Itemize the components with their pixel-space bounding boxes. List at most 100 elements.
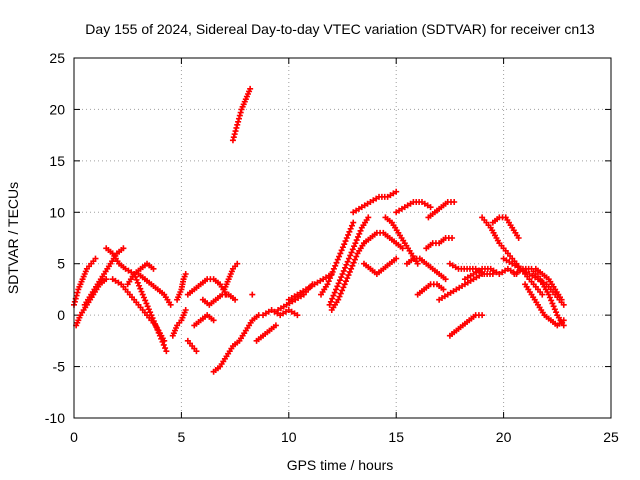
data-point bbox=[539, 291, 546, 298]
x-axis-label: GPS time / hours bbox=[287, 457, 394, 473]
data-point bbox=[335, 296, 342, 303]
data-point bbox=[234, 121, 241, 128]
series-arc-39 bbox=[489, 214, 522, 241]
series-arc-19 bbox=[260, 307, 301, 319]
series-arc-30 bbox=[403, 255, 449, 283]
series-arc-16 bbox=[229, 85, 254, 144]
data-point bbox=[120, 245, 127, 252]
data-point bbox=[336, 293, 343, 300]
data-point bbox=[233, 124, 240, 131]
x-tick-label: 20 bbox=[496, 429, 512, 445]
data-point bbox=[345, 231, 352, 238]
y-tick-label: 5 bbox=[57, 256, 65, 272]
data-point bbox=[347, 225, 354, 232]
series-arc-5 bbox=[109, 276, 168, 344]
data-point bbox=[235, 115, 242, 122]
y-tick-label: -10 bbox=[45, 410, 65, 426]
data-point bbox=[339, 287, 346, 294]
data-point bbox=[329, 295, 336, 302]
series-arc-34 bbox=[436, 271, 486, 303]
series-arc-41 bbox=[511, 265, 567, 329]
data-point bbox=[71, 298, 78, 305]
data-point bbox=[344, 275, 351, 282]
data-point bbox=[182, 271, 189, 277]
data-point bbox=[442, 276, 449, 283]
data-point bbox=[230, 134, 237, 141]
data-point bbox=[449, 235, 456, 241]
data-point bbox=[343, 261, 350, 268]
series-arc-22 bbox=[318, 219, 357, 298]
series-arc-14 bbox=[210, 312, 262, 375]
data-point bbox=[340, 284, 347, 291]
series-arc-12 bbox=[191, 312, 217, 329]
data-point bbox=[365, 214, 372, 221]
data-point bbox=[237, 109, 244, 116]
series-arc-9 bbox=[174, 271, 189, 303]
y-tick-label: 15 bbox=[49, 153, 65, 169]
x-tick-label: 25 bbox=[603, 429, 619, 445]
data-point bbox=[357, 227, 364, 234]
x-tick-label: 15 bbox=[388, 429, 404, 445]
data-point bbox=[336, 253, 343, 260]
x-tick-labels: 0 5 10 15 20 25 bbox=[70, 429, 619, 445]
data-point bbox=[336, 277, 343, 284]
data-point bbox=[343, 235, 350, 241]
data-point bbox=[560, 317, 567, 324]
data-point bbox=[229, 137, 236, 144]
data-point bbox=[272, 322, 279, 329]
data-point bbox=[74, 289, 81, 296]
y-tick-labels: -10 -5 0 5 10 15 20 25 bbox=[45, 50, 65, 426]
data-point bbox=[103, 276, 110, 283]
data-point bbox=[162, 345, 169, 352]
data-point bbox=[440, 286, 447, 293]
chart-title: Day 155 of 2024, Sidereal Day-to-day VTE… bbox=[85, 21, 595, 37]
data-point bbox=[341, 281, 348, 288]
data-point bbox=[353, 237, 360, 244]
data-point bbox=[334, 256, 341, 263]
data-point bbox=[354, 233, 361, 240]
data-point bbox=[393, 255, 400, 262]
series-arc-1 bbox=[71, 255, 99, 308]
series-arc-13 bbox=[199, 291, 239, 308]
data-point bbox=[167, 301, 174, 308]
y-tick-label: 25 bbox=[49, 50, 65, 66]
data-point bbox=[349, 262, 356, 269]
series-arc-26 bbox=[360, 229, 406, 252]
data-point bbox=[352, 240, 359, 247]
data-point bbox=[341, 241, 348, 248]
series-arc-27 bbox=[360, 255, 400, 277]
data-point bbox=[479, 312, 486, 319]
data-point bbox=[348, 222, 355, 229]
data-point bbox=[327, 275, 334, 282]
data-point bbox=[247, 85, 254, 92]
data-point bbox=[342, 238, 349, 245]
grid bbox=[74, 58, 611, 418]
y-tick-label: 10 bbox=[49, 204, 65, 220]
data-point bbox=[163, 348, 170, 355]
data-point bbox=[182, 307, 189, 313]
series-arc-29 bbox=[393, 199, 434, 216]
data-point bbox=[338, 274, 345, 281]
data-point bbox=[345, 272, 352, 279]
data-point bbox=[337, 250, 344, 257]
series-arc-43 bbox=[532, 265, 565, 303]
data-point bbox=[234, 260, 241, 267]
series-arc-37 bbox=[461, 265, 520, 283]
data-point bbox=[331, 289, 338, 296]
data-point bbox=[346, 268, 353, 275]
data-point bbox=[249, 291, 256, 298]
data-point bbox=[351, 256, 358, 263]
data-point bbox=[333, 259, 340, 266]
data-point bbox=[328, 272, 335, 279]
data-point bbox=[348, 265, 355, 272]
data-point bbox=[332, 262, 339, 269]
data-point bbox=[324, 281, 331, 288]
data-point bbox=[231, 131, 238, 138]
data-point bbox=[73, 292, 80, 299]
series-arc-33 bbox=[425, 199, 458, 221]
data-point bbox=[326, 301, 333, 308]
data-point bbox=[349, 246, 356, 253]
y-tick-label: 0 bbox=[57, 307, 65, 323]
data-point bbox=[346, 228, 353, 235]
data-point bbox=[350, 219, 357, 226]
